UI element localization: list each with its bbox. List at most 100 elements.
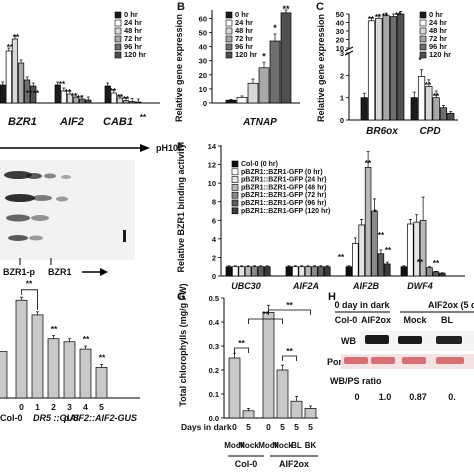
legend-swatch: [419, 11, 427, 19]
significance-mark: **: [99, 353, 106, 363]
significance-mark: **: [433, 92, 440, 101]
bar: [47, 338, 60, 399]
panel-e-letter: E: [177, 141, 184, 153]
bar: [225, 266, 233, 277]
panel-g-group-label: AIF2ox: [279, 459, 309, 469]
bar: [304, 408, 317, 419]
legend-label: pBZR1::BZR1-GFP (96 hr): [241, 200, 326, 207]
legend-swatch: [225, 43, 233, 51]
significance-mark: **: [338, 253, 345, 262]
panel-f-left-label: Col-0: [0, 413, 23, 423]
panel-h-letter: H: [328, 291, 336, 303]
panel-e-gene-label: AIF2A: [292, 281, 319, 291]
bar: [375, 17, 383, 121]
bar: [15, 299, 28, 399]
bar: [298, 266, 305, 277]
legend-label: 72 hr: [124, 34, 142, 43]
y-tick-label: 0: [212, 272, 216, 281]
bar: [447, 112, 455, 121]
x-tick-label: 0: [266, 422, 271, 432]
legend-label: 120 hr: [429, 50, 451, 59]
significance-mark: **: [425, 81, 432, 90]
legend-swatch: [231, 207, 239, 215]
legend-swatch: [419, 51, 427, 59]
bar: [364, 167, 372, 277]
y-tick-label: 40: [199, 43, 207, 52]
legend-swatch: [231, 199, 239, 207]
legend-label: pBZR1::BZR1-GFP (120 hr): [241, 208, 330, 215]
bar: [410, 97, 418, 121]
treatment-label: BL: [291, 441, 302, 450]
y-tick-label: 2: [340, 71, 344, 80]
bar: [17, 62, 25, 104]
significance-mark: **: [385, 246, 392, 255]
legend-swatch: [114, 27, 122, 35]
legend-swatch: [231, 176, 239, 183]
legend-label: pBZR1::BZR1-GFP (0 hr): [241, 169, 323, 176]
panel-g: G Total chlorophylls (mg/g FW) 0.0 0.1 0.2…: [177, 283, 318, 469]
ponceau-bands: [344, 357, 464, 364]
bar: [371, 210, 378, 277]
panel-g-days-label: Days in dark: [181, 422, 232, 432]
x-tick-label: 4: [83, 402, 88, 412]
y-tick-label: 50: [336, 10, 344, 19]
panel-e-gene-label: AIF2B: [352, 281, 380, 291]
bar: [324, 266, 331, 277]
bar: [417, 76, 426, 121]
bar: [242, 410, 255, 419]
x-tick-label: 5: [280, 422, 285, 432]
bar: [63, 341, 76, 399]
y-tick-label: 0.4: [209, 318, 220, 327]
bar: [439, 272, 446, 277]
bar: [407, 223, 414, 277]
panel-b-bars: ****: [225, 4, 292, 104]
significance-mark: **: [433, 259, 440, 268]
bar: [129, 101, 136, 104]
legend-swatch: [225, 11, 233, 19]
panel-g-bars: [228, 304, 317, 419]
legend-label: pBZR1::BZR1-GFP (24 hr): [241, 177, 326, 184]
panel-h-header-right: AIF2ox (5 da: [428, 300, 474, 310]
panel-h: H 0 day in dark AIF2ox (5 da Col-0 AIF2o…: [327, 291, 474, 402]
legend-label: 120 hr: [124, 50, 146, 59]
y-tick-label: 0: [203, 99, 207, 108]
legend-swatch: [114, 35, 122, 43]
panel-a-gene-label: AIF2: [59, 116, 84, 128]
significance-mark: *: [273, 23, 277, 33]
wb-bands: [365, 335, 462, 344]
panel-h-header-left: 0 day in dark: [334, 300, 390, 310]
panel-b-ylabel: Relative gene expression: [174, 14, 184, 122]
bar: [238, 266, 245, 277]
bar: [360, 97, 368, 121]
significance-mark: **: [117, 93, 124, 102]
bar: [262, 312, 275, 419]
bar: [384, 263, 391, 277]
legend-label: 96 hr: [235, 42, 253, 51]
bar: [79, 348, 92, 399]
panel-b-gene-label: ATNAP: [242, 117, 277, 128]
legend-label: 24 hr: [429, 18, 447, 27]
significance-bracket: [248, 318, 283, 324]
legend-swatch: [114, 43, 122, 51]
legend-swatch: [231, 184, 239, 191]
x-tick-label: 1: [35, 402, 40, 412]
bar: [358, 224, 365, 277]
panel-g-letter: G: [177, 291, 186, 303]
panel-h-col-label: BL: [441, 315, 453, 325]
panel-g-ylabel: Total chlorophylls (mg/g FW): [178, 283, 188, 406]
bar: [345, 266, 353, 277]
y-tick-label: 0.3: [209, 342, 219, 351]
legend-label: 48 hr: [124, 26, 142, 35]
bar: [425, 86, 433, 121]
panel-b-letter: B: [177, 1, 185, 13]
bzr1-p-label: BZR1-p: [3, 267, 35, 277]
y-tick-label: 20: [199, 71, 207, 80]
significance-mark: **: [375, 13, 382, 22]
legend-swatch: [114, 51, 122, 59]
bar: [397, 13, 405, 121]
treatment-label: BK: [305, 441, 317, 450]
bar: [232, 266, 239, 277]
